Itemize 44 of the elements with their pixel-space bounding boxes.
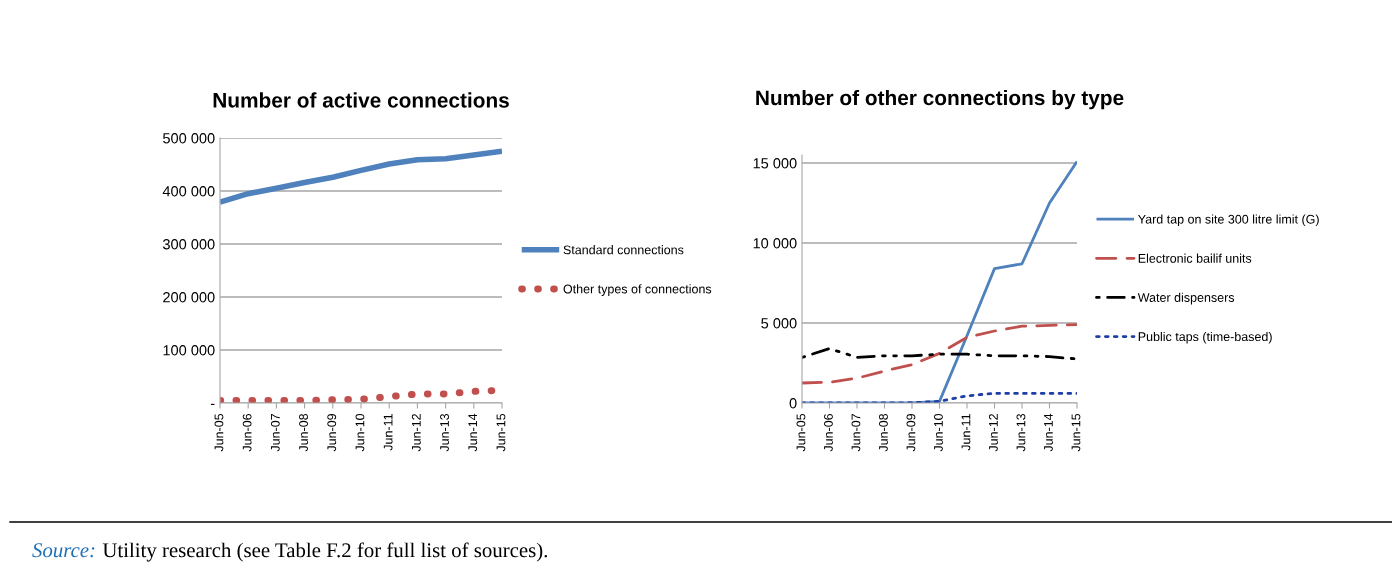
line-series xyxy=(802,323,1077,385)
x-tick-label: Jun-10 xyxy=(934,413,943,452)
y-tick-label: 400 000 xyxy=(162,186,215,197)
legend-label: Public taps (time-based) xyxy=(1138,331,1272,344)
x-tick-label: Jun-08 xyxy=(299,413,308,452)
x-tick-label: Jun-11 xyxy=(383,414,393,451)
y-tick-label: 300 000 xyxy=(162,239,215,250)
y-tick-label: 0 xyxy=(789,398,797,409)
x-tick-label: Jun-07 xyxy=(851,414,861,452)
source-note: Source: xyxy=(32,543,95,558)
x-tick-label: Jun-05 xyxy=(214,413,224,452)
x-tick-label: Jun-12 xyxy=(989,414,998,452)
legend-label: Standard connections xyxy=(563,245,684,255)
y-tick-label: - xyxy=(210,403,215,405)
y-tick-label: 10 000 xyxy=(753,238,797,249)
x-tick-label: Jun-15 xyxy=(496,413,506,452)
x-tick-label: Jun-06 xyxy=(824,413,833,452)
legend-label: Yard tap on site 300 litre limit (G) xyxy=(1138,214,1319,227)
chart-title: Number of other connections by type xyxy=(756,89,1124,110)
x-tick-label: Jun-12 xyxy=(411,414,421,452)
x-tick-label: Jun-06 xyxy=(242,413,252,452)
x-tick-label: Jun-14 xyxy=(1044,413,1053,452)
legend-label: Water dispensers xyxy=(1137,292,1235,305)
x-tick-label: Jun-09 xyxy=(327,414,337,452)
x-tick-label: Jun-08 xyxy=(879,413,888,452)
x-tick-label: Jun-10 xyxy=(355,413,365,452)
line-series xyxy=(802,347,1077,361)
x-tick-label: Jun-11 xyxy=(961,414,971,451)
x-tick-label: Jun-09 xyxy=(906,414,916,452)
y-tick-label: 5 000 xyxy=(761,318,797,329)
y-tick-label: 15 000 xyxy=(753,158,797,169)
y-tick-label: 500 000 xyxy=(163,133,215,144)
chart-title: Number of active connections xyxy=(213,92,509,108)
text: Utility research (see Table F.2 for full list of sources). xyxy=(102,542,548,562)
x-tick-label: Jun-07 xyxy=(270,414,280,452)
y-tick-label: 200 000 xyxy=(163,292,215,303)
x-tick-label: Jun-13 xyxy=(440,413,449,452)
legend-label: Electronic bailif units xyxy=(1138,253,1252,263)
x-tick-label: Jun-14 xyxy=(468,413,478,452)
x-tick-label: Jun-15 xyxy=(1071,413,1081,452)
legend-label: Other types of connections xyxy=(563,284,712,296)
x-tick-label: Jun-05 xyxy=(796,413,806,452)
x-tick-label: Jun-13 xyxy=(1016,413,1026,452)
y-tick-label: 100 000 xyxy=(163,345,215,356)
